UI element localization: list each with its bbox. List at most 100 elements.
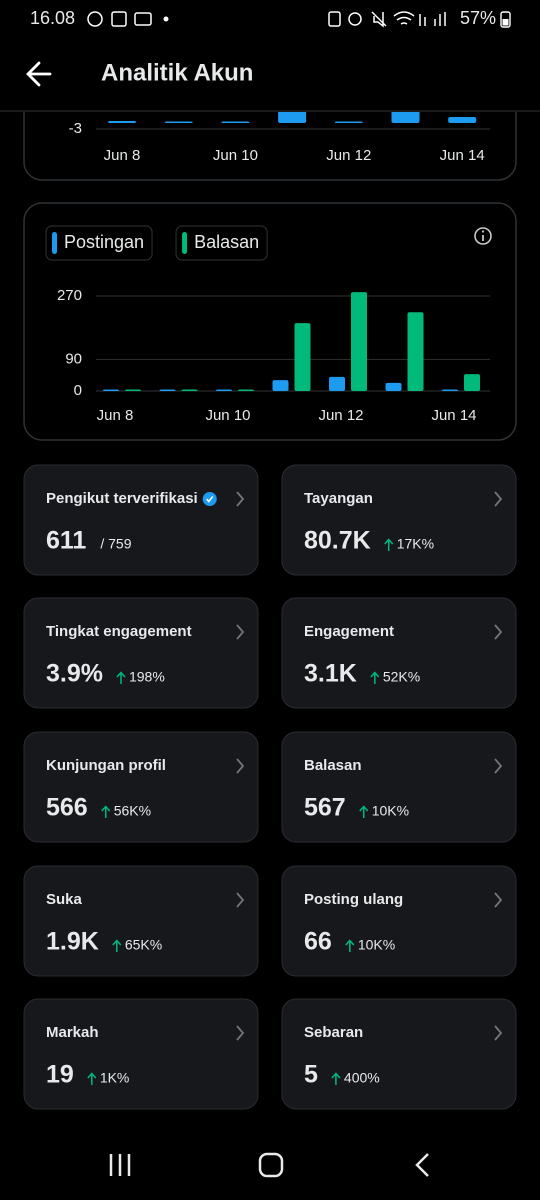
metric-value: 1.9K: [46, 928, 99, 956]
chevron: [236, 1025, 245, 1041]
bar: [238, 389, 254, 391]
chevron: [236, 892, 245, 908]
metric-label: Posting ulang: [304, 891, 403, 908]
metric-card[interactable]: [23, 865, 259, 977]
bar: [125, 389, 141, 391]
status-icons: [87, 11, 446, 28]
up-arrow: [101, 805, 111, 818]
metric-change: 10K%: [372, 803, 409, 819]
metric-value: 19: [46, 1061, 74, 1089]
bar: [294, 323, 311, 391]
metric-value: 3.1K: [304, 660, 357, 688]
x-tick-label: Jun 14: [431, 407, 476, 424]
metric-label: Markah: [46, 1024, 99, 1041]
up-arrow: [116, 671, 126, 684]
x-tick-label: Jun 12: [326, 147, 371, 164]
up-arrow: [331, 1072, 341, 1085]
bar: [407, 312, 424, 391]
metric-card[interactable]: [23, 998, 259, 1110]
legend-swatch: [52, 232, 57, 254]
metric-change: 56K%: [114, 803, 151, 819]
legend-item[interactable]: [175, 225, 268, 261]
metric-change: 52K%: [383, 669, 420, 685]
metric-card[interactable]: [23, 731, 259, 843]
metric-change: 1K%: [100, 1070, 130, 1086]
metric-label: Pengikut terverifikasi: [46, 490, 198, 507]
bar: [103, 389, 119, 391]
metric-card[interactable]: [281, 998, 517, 1110]
x-tick-label: Jun 8: [104, 147, 141, 164]
chevron: [494, 1025, 503, 1041]
metric-label: Suka: [46, 891, 83, 908]
metric-change: 10K%: [358, 937, 395, 953]
metric-value: 567: [304, 794, 346, 822]
bar: [164, 121, 193, 123]
legend-label: Balasan: [194, 232, 259, 252]
nav-home[interactable]: [258, 1152, 284, 1178]
legend-label: Postingan: [64, 232, 144, 252]
metric-change: 65K%: [125, 937, 162, 953]
metric-label: Balasan: [304, 757, 362, 774]
metric-value: 611: [46, 527, 86, 555]
scrolled-chart-card: -3 Jun 8 Jun 10 Jun 12 Jun 14: [23, 112, 517, 181]
metric-card[interactable]: [281, 731, 517, 843]
legend-swatch: [182, 232, 188, 254]
bar: [181, 389, 198, 391]
chart-card: [23, 202, 517, 441]
bar: [221, 121, 250, 123]
metric-grid: Pengikut terverifikasi 611 / 759 Tayangan 80…: [23, 464, 517, 1110]
x-tick-label: Jun 14: [440, 147, 485, 164]
bar: [385, 382, 402, 391]
verified-check: [206, 496, 214, 503]
metric-label: Sebaran: [304, 1024, 363, 1041]
nav-recents[interactable]: [109, 1154, 131, 1176]
chevron: [236, 624, 245, 640]
bar: [351, 292, 367, 391]
status-battery: 57%: [460, 8, 496, 28]
metric-label: Engagement: [304, 623, 394, 640]
bar: [448, 117, 477, 123]
x-tick-label: Jun 8: [97, 407, 134, 424]
up-arrow: [359, 805, 369, 818]
metric-card[interactable]: [281, 865, 517, 977]
metric-change: 17K%: [397, 536, 434, 552]
metric-label: Kunjungan profil: [46, 757, 166, 774]
bar: [159, 389, 176, 391]
metric-value: 80.7K: [304, 527, 371, 555]
battery-level: [502, 19, 509, 26]
x-tick-label: Jun 12: [318, 407, 363, 424]
metric-value: 566: [46, 794, 88, 822]
bar: [108, 121, 136, 123]
metric-label: Tayangan: [304, 490, 373, 507]
y-tick-label: -3: [69, 120, 82, 137]
up-arrow: [345, 939, 355, 952]
bar: [334, 121, 363, 123]
bar: [442, 389, 458, 391]
chevron: [236, 491, 245, 507]
nav-back[interactable]: [415, 1153, 429, 1177]
metric-card[interactable]: [23, 597, 259, 709]
chevron: [494, 624, 503, 640]
back-button[interactable]: [26, 61, 52, 87]
battery-icon: [500, 11, 511, 28]
x-tick-label: Jun 10: [213, 147, 258, 164]
bar: [464, 374, 480, 391]
y-tick-label: 0: [74, 382, 82, 399]
bar: [391, 112, 420, 123]
metric-total: / 759: [100, 536, 131, 552]
metric-card[interactable]: [23, 464, 259, 576]
metric-value: 5: [304, 1061, 318, 1089]
up-arrow: [384, 538, 394, 551]
info-icon[interactable]: [474, 227, 492, 245]
chevron: [494, 758, 503, 774]
y-tick-label: 270: [57, 287, 82, 304]
legend-item[interactable]: [45, 225, 153, 261]
metric-card[interactable]: [281, 464, 517, 576]
bar: [216, 389, 232, 391]
metric-label: Tingkat engagement: [46, 623, 192, 640]
metric-card[interactable]: [281, 597, 517, 709]
page-title: Analitik Akun: [101, 59, 253, 86]
x-tick-label: Jun 10: [205, 407, 250, 424]
